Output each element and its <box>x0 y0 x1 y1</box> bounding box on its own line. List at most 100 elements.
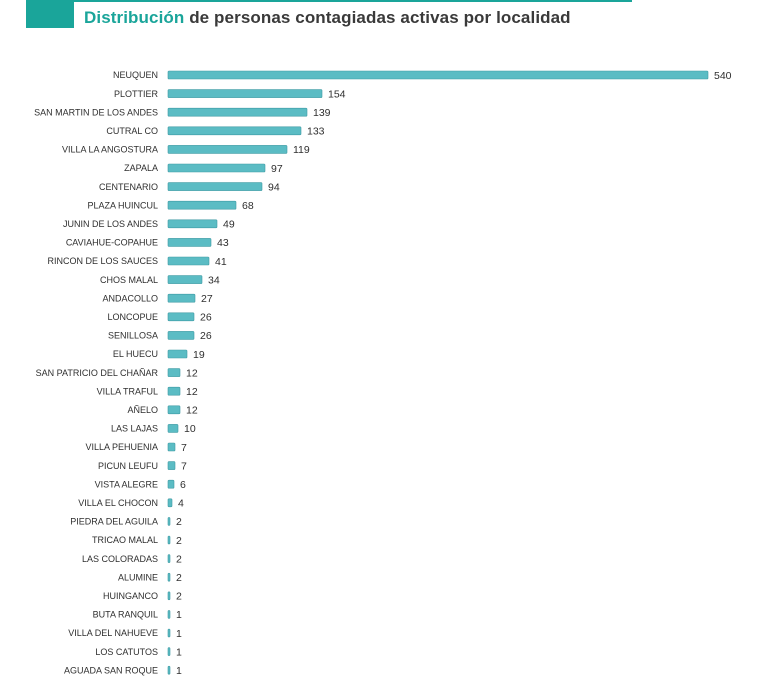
value-label: 2 <box>176 572 182 584</box>
bar <box>167 368 181 377</box>
bar <box>167 145 288 154</box>
bar <box>167 182 263 191</box>
value-label: 133 <box>307 126 325 138</box>
value-label: 2 <box>176 591 182 603</box>
category-label: VILLA TRAFUL <box>97 386 158 396</box>
value-label: 12 <box>186 386 198 398</box>
value-label: 540 <box>714 70 732 82</box>
category-label: ANDACOLLO <box>102 293 158 303</box>
category-label: SAN PATRICIO DEL CHAÑAR <box>36 368 159 378</box>
category-label: LONCOPUE <box>107 312 158 322</box>
category-label: RINCON DE LOS SAUCES <box>47 256 158 266</box>
bar <box>167 554 171 563</box>
chart-title-highlight: Distribución <box>84 8 185 27</box>
category-label: ZAPALA <box>124 163 158 173</box>
bar <box>167 107 308 117</box>
category-label: PLAZA HUINCUL <box>87 200 158 210</box>
category-label: CHOS MALAL <box>100 275 158 285</box>
bar <box>167 256 210 266</box>
value-label: 1 <box>176 609 182 621</box>
bar <box>167 293 196 303</box>
category-label: AÑELO <box>127 405 158 415</box>
category-label: BUTA RANQUIL <box>93 610 158 620</box>
value-label: 94 <box>268 181 280 193</box>
category-label: PIEDRA DEL AGUILA <box>70 517 158 527</box>
category-label: SAN MARTIN DE LOS ANDES <box>34 107 158 117</box>
category-label: PLOTTIER <box>114 89 159 99</box>
category-label: VILLA PEHUENIA <box>85 442 158 452</box>
header-rule <box>74 0 632 2</box>
category-label: JUNIN DE LOS ANDES <box>63 219 158 229</box>
bar <box>167 610 171 619</box>
value-label: 12 <box>186 367 198 379</box>
category-label: CENTENARIO <box>99 182 158 192</box>
category-label: SENILLOSA <box>108 331 158 341</box>
category-label: EL HUECU <box>113 349 158 359</box>
category-label: TRICAO MALAL <box>92 535 158 545</box>
bar <box>167 163 266 173</box>
value-label: 27 <box>201 293 213 305</box>
bar <box>167 200 237 210</box>
value-label: 19 <box>193 349 205 361</box>
category-label: HUINGANCO <box>103 591 158 601</box>
bar <box>167 70 709 80</box>
bar <box>167 479 175 489</box>
category-label: LAS LAJAS <box>111 424 158 434</box>
category-label: VILLA LA ANGOSTURA <box>62 145 158 155</box>
value-label: 97 <box>271 163 283 175</box>
category-label: NEUQUEN <box>113 70 158 80</box>
value-label: 139 <box>313 107 331 119</box>
bar <box>167 461 176 470</box>
value-label: 12 <box>186 405 198 417</box>
category-label: AGUADA SAN ROQUE <box>64 665 158 675</box>
bar <box>167 238 212 247</box>
value-label: 119 <box>293 144 310 156</box>
bar <box>167 219 218 229</box>
category-label: VILLA DEL NAHUEVE <box>68 628 158 638</box>
bar <box>167 572 171 582</box>
value-label: 7 <box>181 460 187 472</box>
value-label: 1 <box>176 646 182 658</box>
value-label: 154 <box>328 88 346 100</box>
bar <box>167 665 171 675</box>
bar <box>167 517 171 526</box>
value-label: 6 <box>180 479 186 491</box>
value-label: 2 <box>176 553 182 565</box>
value-label: 10 <box>184 423 196 435</box>
bar <box>167 424 179 433</box>
header-accent-block <box>26 0 74 28</box>
value-label: 26 <box>200 330 212 342</box>
value-label: 49 <box>223 219 235 231</box>
value-label: 4 <box>178 498 184 510</box>
value-label: 2 <box>176 535 182 547</box>
category-label: ALUMINE <box>118 572 158 582</box>
bar <box>167 498 173 508</box>
value-label: 68 <box>242 200 254 212</box>
bar <box>167 89 323 98</box>
category-label: LOS CATUTOS <box>95 647 158 657</box>
value-label: 7 <box>181 442 187 454</box>
chart-title-rest: de personas contagiadas activas por loca… <box>184 8 571 27</box>
category-label: CUTRAL CO <box>106 126 158 136</box>
value-label: 43 <box>217 237 229 249</box>
chart-title: Distribución de personas contagiadas act… <box>84 8 571 28</box>
bar <box>167 535 171 545</box>
value-label: 2 <box>176 516 182 528</box>
value-label: 34 <box>208 274 220 286</box>
value-label: 1 <box>176 665 182 677</box>
value-label: 41 <box>215 256 227 268</box>
value-label: 1 <box>176 628 182 640</box>
category-label: CAVIAHUE-COPAHUE <box>66 238 158 248</box>
category-label: VILLA EL CHOCON <box>78 498 158 508</box>
bar <box>167 126 302 136</box>
bar <box>167 349 188 359</box>
category-label: PICUN LEUFU <box>98 461 158 471</box>
bar <box>167 331 195 340</box>
bar <box>167 275 203 284</box>
bar <box>167 405 181 415</box>
bar <box>167 628 171 638</box>
bar <box>167 591 171 601</box>
bar <box>167 312 195 322</box>
bar <box>167 647 171 656</box>
